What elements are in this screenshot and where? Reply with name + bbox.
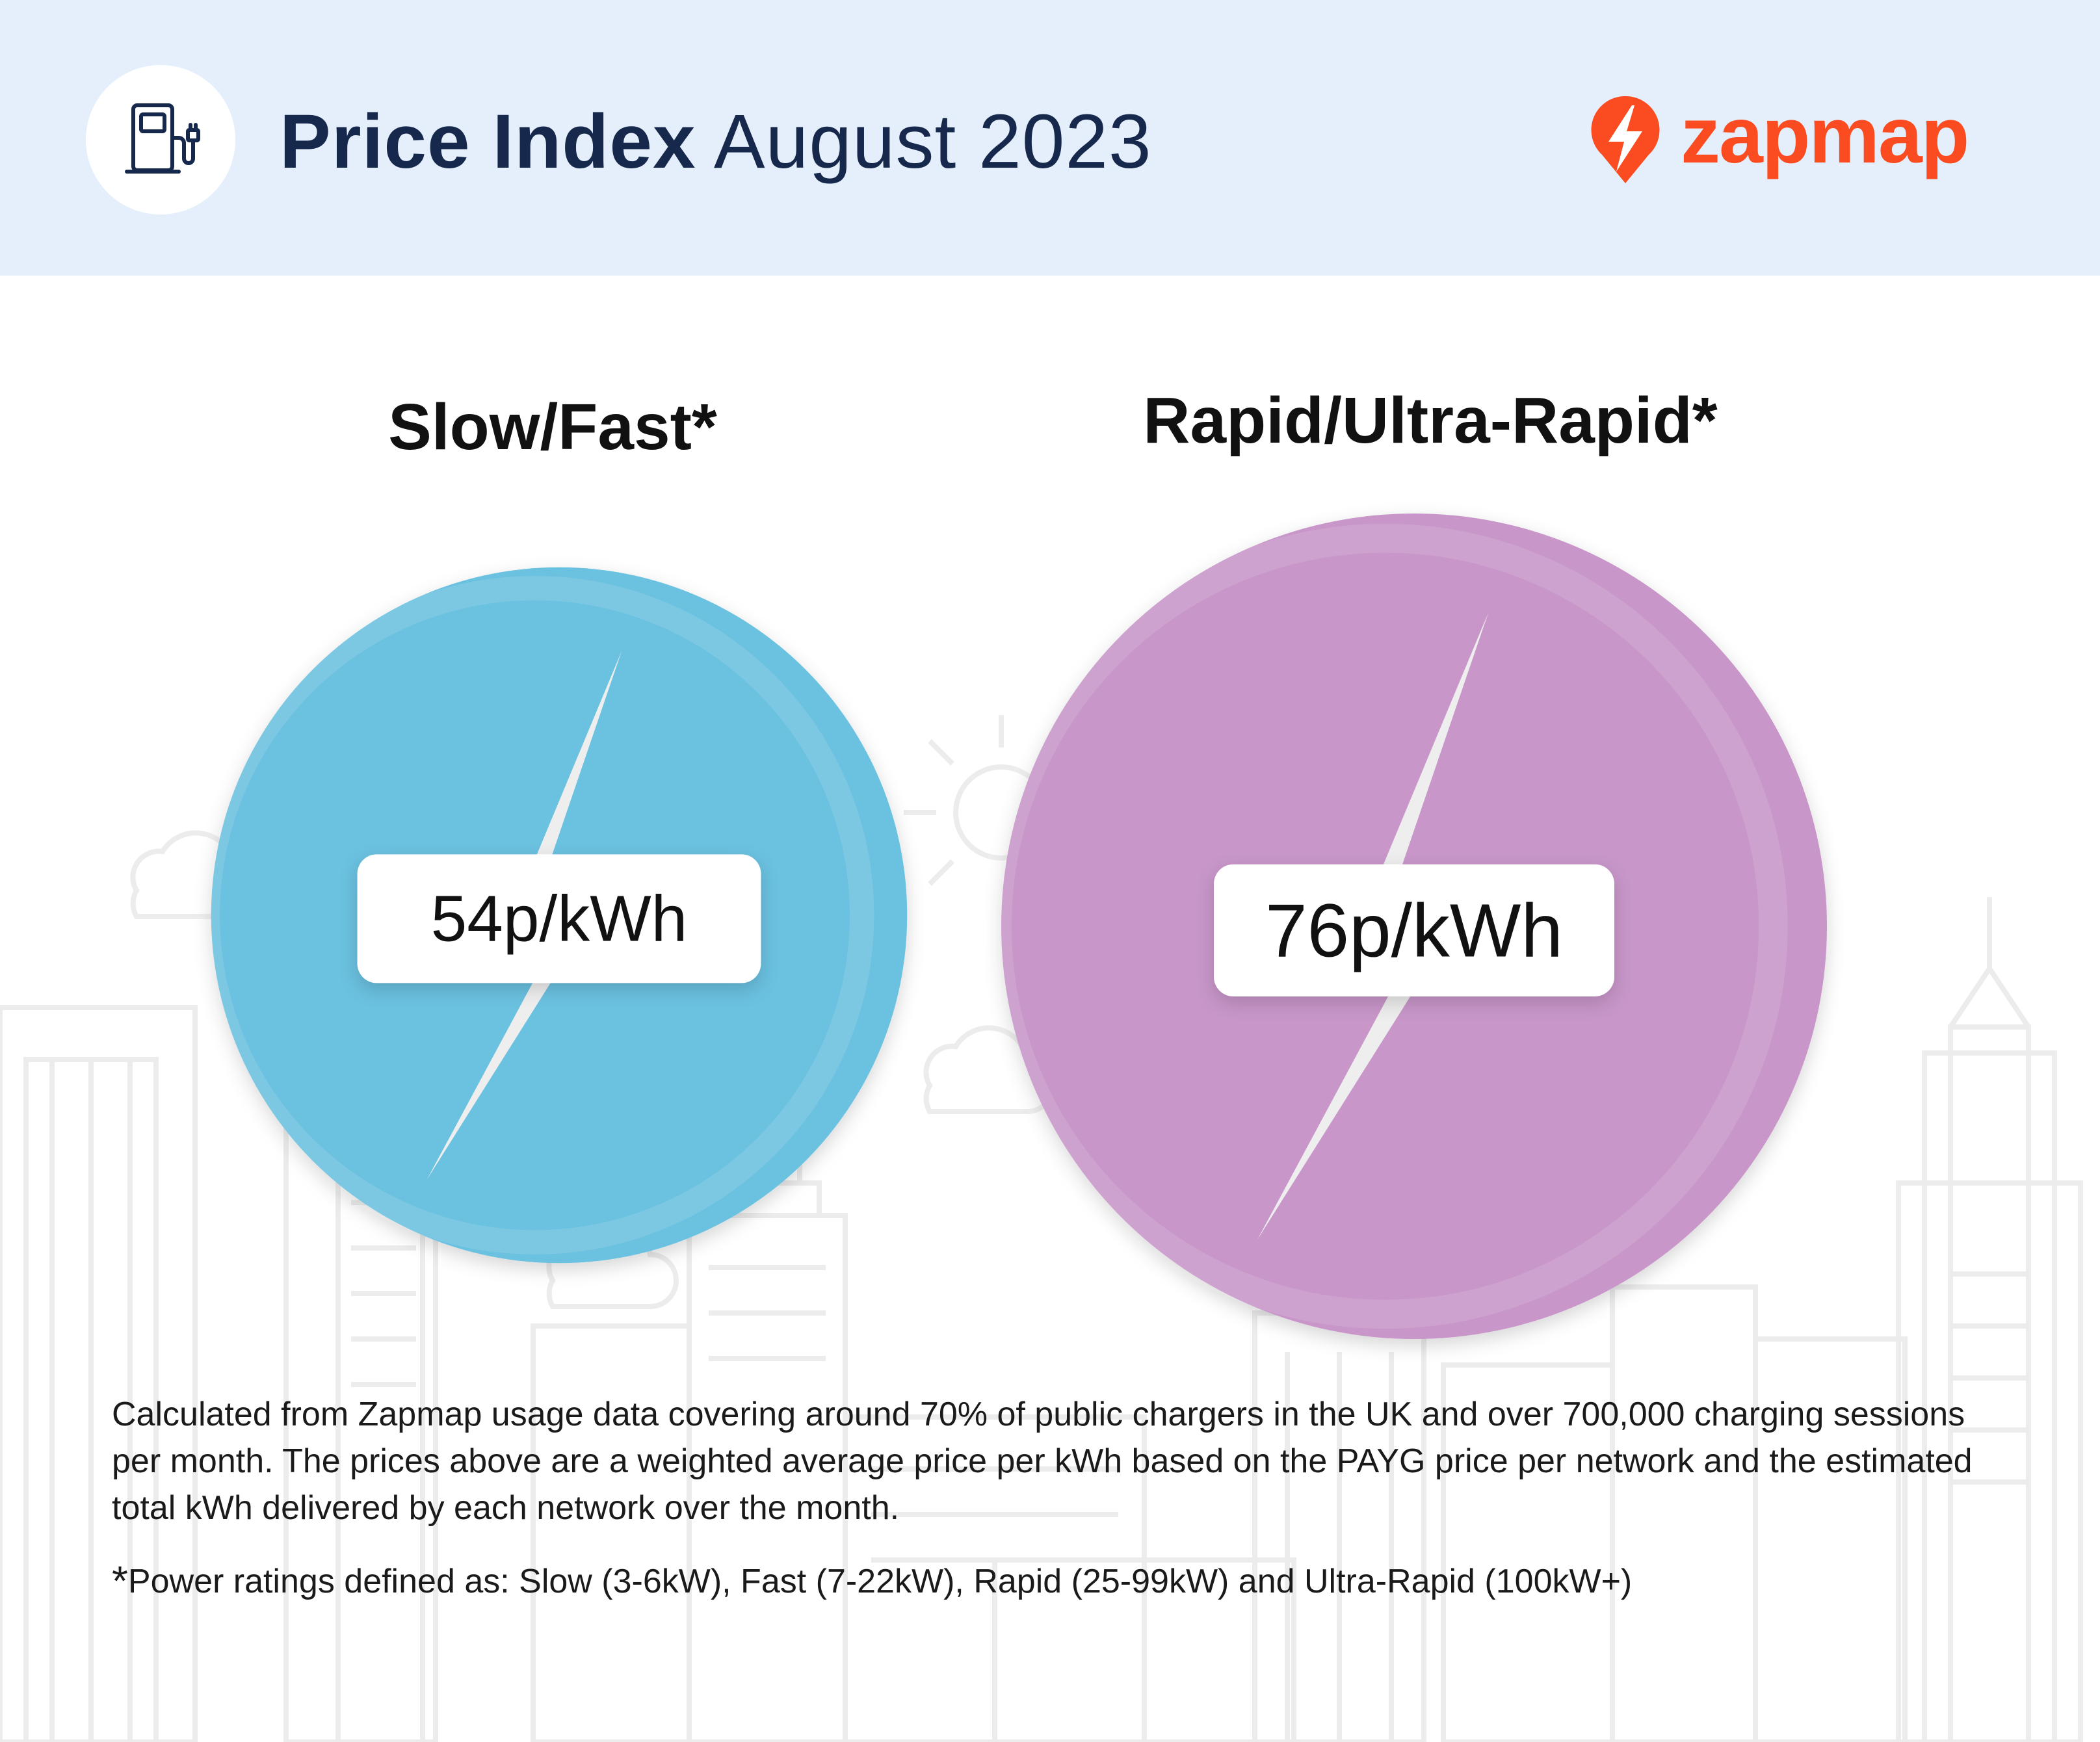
bubble-rapid-ultra-rapid: 76p/kWh <box>982 514 1827 1339</box>
zapmap-logo-text: zapmap <box>1681 91 1969 179</box>
ev-charger-pump-icon <box>86 65 235 214</box>
category-label-slow-fast: Slow/Fast* <box>388 391 717 463</box>
lightning-bolt-icon <box>1257 612 1489 1240</box>
power-ratings-footnote: *Power ratings defined as: Slow (3-6kW),… <box>112 1557 1632 1605</box>
footnote-text: Power ratings defined as: Slow (3-6kW), … <box>127 1563 1633 1600</box>
title-date: August 2023 <box>713 99 1152 185</box>
price-label-rapid-ultra-rapid: 76p/kWh <box>1265 888 1563 972</box>
footnote-star: * <box>112 1557 128 1604</box>
lightning-bolt-icon <box>427 651 622 1180</box>
title-bold: Price Index <box>280 99 696 185</box>
header-banner: Price Index August 2023 zapmap <box>0 0 2100 276</box>
methodology-note: Calculated from Zapmap usage data coveri… <box>112 1396 1973 1527</box>
price-pill-rapid-ultra-rapid <box>1214 864 1614 996</box>
price-pill-slow-fast <box>357 854 761 983</box>
category-label-rapid-ultra-rapid: Rapid/Ultra-Rapid* <box>1143 384 1718 457</box>
page-title: Price Index August 2023 <box>280 98 1152 186</box>
price-label-slow-fast: 54p/kWh <box>431 882 688 955</box>
zapmap-bolt-pin-icon <box>1591 96 1660 183</box>
bubble-slow-fast: 54p/kWh <box>195 567 908 1264</box>
